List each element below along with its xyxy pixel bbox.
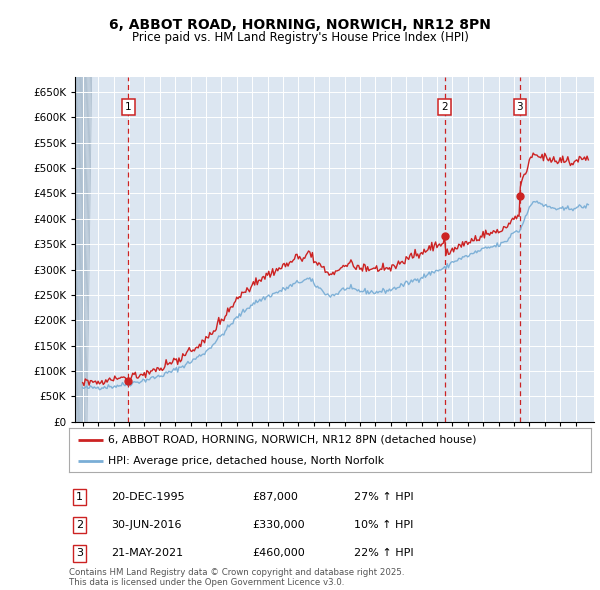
Text: Price paid vs. HM Land Registry's House Price Index (HPI): Price paid vs. HM Land Registry's House … xyxy=(131,31,469,44)
Text: 3: 3 xyxy=(76,549,83,558)
Text: 3: 3 xyxy=(517,102,523,112)
Text: 21-MAY-2021: 21-MAY-2021 xyxy=(111,549,183,558)
Text: £460,000: £460,000 xyxy=(252,549,305,558)
Text: 22% ↑ HPI: 22% ↑ HPI xyxy=(354,549,413,558)
Text: 20-DEC-1995: 20-DEC-1995 xyxy=(111,493,185,502)
Text: 27% ↑ HPI: 27% ↑ HPI xyxy=(354,493,413,502)
Text: HPI: Average price, detached house, North Norfolk: HPI: Average price, detached house, Nort… xyxy=(108,456,384,466)
Text: 1: 1 xyxy=(125,102,132,112)
Text: 10% ↑ HPI: 10% ↑ HPI xyxy=(354,520,413,530)
Text: £330,000: £330,000 xyxy=(252,520,305,530)
Text: 2: 2 xyxy=(76,520,83,530)
Text: £87,000: £87,000 xyxy=(252,493,298,502)
Text: Contains HM Land Registry data © Crown copyright and database right 2025.
This d: Contains HM Land Registry data © Crown c… xyxy=(69,568,404,587)
Text: 6, ABBOT ROAD, HORNING, NORWICH, NR12 8PN: 6, ABBOT ROAD, HORNING, NORWICH, NR12 8P… xyxy=(109,18,491,32)
Text: 2: 2 xyxy=(442,102,448,112)
Text: 30-JUN-2016: 30-JUN-2016 xyxy=(111,520,182,530)
Bar xyxy=(75,77,84,422)
Text: 6, ABBOT ROAD, HORNING, NORWICH, NR12 8PN (detached house): 6, ABBOT ROAD, HORNING, NORWICH, NR12 8P… xyxy=(108,435,476,445)
Text: 1: 1 xyxy=(76,493,83,502)
